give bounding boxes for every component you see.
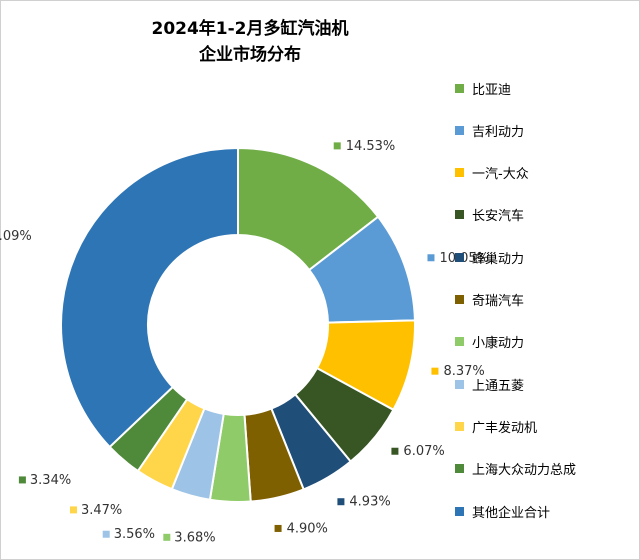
data-label-9: 3.47% — [69, 503, 122, 518]
chart-subtitle: 企业市场分布 — [199, 45, 301, 65]
legend-label: 长安汽车 — [472, 209, 525, 225]
legend-swatch — [455, 464, 464, 474]
legend-swatch — [455, 421, 464, 431]
data-label-text: 4.93% — [349, 495, 390, 510]
legend-label: 上海大众动力总成 — [472, 463, 577, 479]
data-label-marker — [69, 506, 77, 514]
legend-label: 其他企业合计 — [472, 505, 551, 521]
data-label-1: 14.53% — [333, 139, 396, 154]
data-label-text: 6.07% — [403, 444, 444, 459]
data-label-marker — [337, 498, 345, 506]
legend-label: 吉利动力 — [472, 124, 525, 140]
legend-item: 上通五菱 — [455, 374, 524, 394]
data-label-2: 10.05% — [427, 251, 489, 266]
legend-item: 一汽-大众 — [455, 163, 529, 183]
legend-label: 一汽-大众 — [472, 167, 529, 183]
legend-label: 奇瑞汽车 — [472, 294, 525, 309]
legend-label: 小康动力 — [472, 336, 525, 352]
data-label-text: 37.09% — [0, 229, 32, 244]
legend-swatch — [455, 83, 464, 93]
data-label-marker — [102, 530, 110, 538]
data-label-marker — [431, 367, 439, 375]
legend-item: 长安汽车 — [455, 205, 524, 225]
data-label-marker — [274, 524, 282, 532]
legend-swatch — [455, 337, 464, 347]
data-label-marker — [163, 533, 171, 541]
data-label-7: 3.68% — [163, 530, 216, 545]
legend-label: 广丰发动机 — [472, 420, 538, 436]
legend-swatch — [455, 125, 464, 135]
legend-item: 上海大众动力总成 — [455, 459, 576, 479]
data-label-text: 14.53% — [346, 139, 396, 154]
slice-11 — [60, 146, 239, 449]
legend-label: 上通五菱 — [472, 378, 525, 394]
data-label-11: 37.09% — [0, 229, 32, 244]
data-label-4: 6.07% — [391, 444, 445, 459]
data-label-text: 10.05% — [439, 251, 489, 266]
data-label-text: 3.56% — [114, 527, 155, 542]
data-label-6: 4.90% — [274, 521, 328, 536]
legend-swatch — [455, 506, 464, 516]
data-label-3: 8.37% — [431, 364, 485, 379]
legend-item: 小康动力 — [455, 332, 524, 352]
legend-item: 吉利动力 — [455, 120, 524, 140]
legend-item: 其他企业合计 — [455, 501, 550, 521]
data-label-5: 4.93% — [337, 495, 391, 510]
data-label-text: 4.90% — [287, 521, 328, 536]
data-label-marker — [18, 476, 26, 484]
data-label-text: 3.47% — [81, 503, 122, 518]
legend-item: 广丰发动机 — [455, 416, 537, 436]
data-label-8: 3.56% — [102, 527, 155, 542]
legend-label: 比亚迪 — [472, 82, 512, 98]
legend-item: 蜂巢动力 — [455, 247, 524, 267]
legend-swatch — [455, 210, 464, 220]
data-label-marker — [427, 254, 435, 262]
legend-item: 奇瑞汽车 — [455, 290, 524, 310]
data-label-marker — [333, 142, 341, 150]
data-label-text: 8.37% — [443, 364, 484, 379]
chart-title: 2024年1-2月多缸汽油机 — [151, 19, 349, 39]
data-label-10: 3.34% — [18, 473, 71, 488]
data-label-marker — [391, 447, 399, 455]
legend-swatch — [455, 379, 464, 389]
legend-label: 蜂巢动力 — [472, 251, 525, 267]
data-label-text: 3.34% — [30, 473, 71, 488]
data-label-text: 3.68% — [174, 530, 215, 545]
legend-swatch — [455, 168, 464, 178]
legend-item: 比亚迪 — [455, 78, 511, 98]
legend-swatch — [455, 252, 464, 262]
legend-swatch — [455, 295, 464, 304]
